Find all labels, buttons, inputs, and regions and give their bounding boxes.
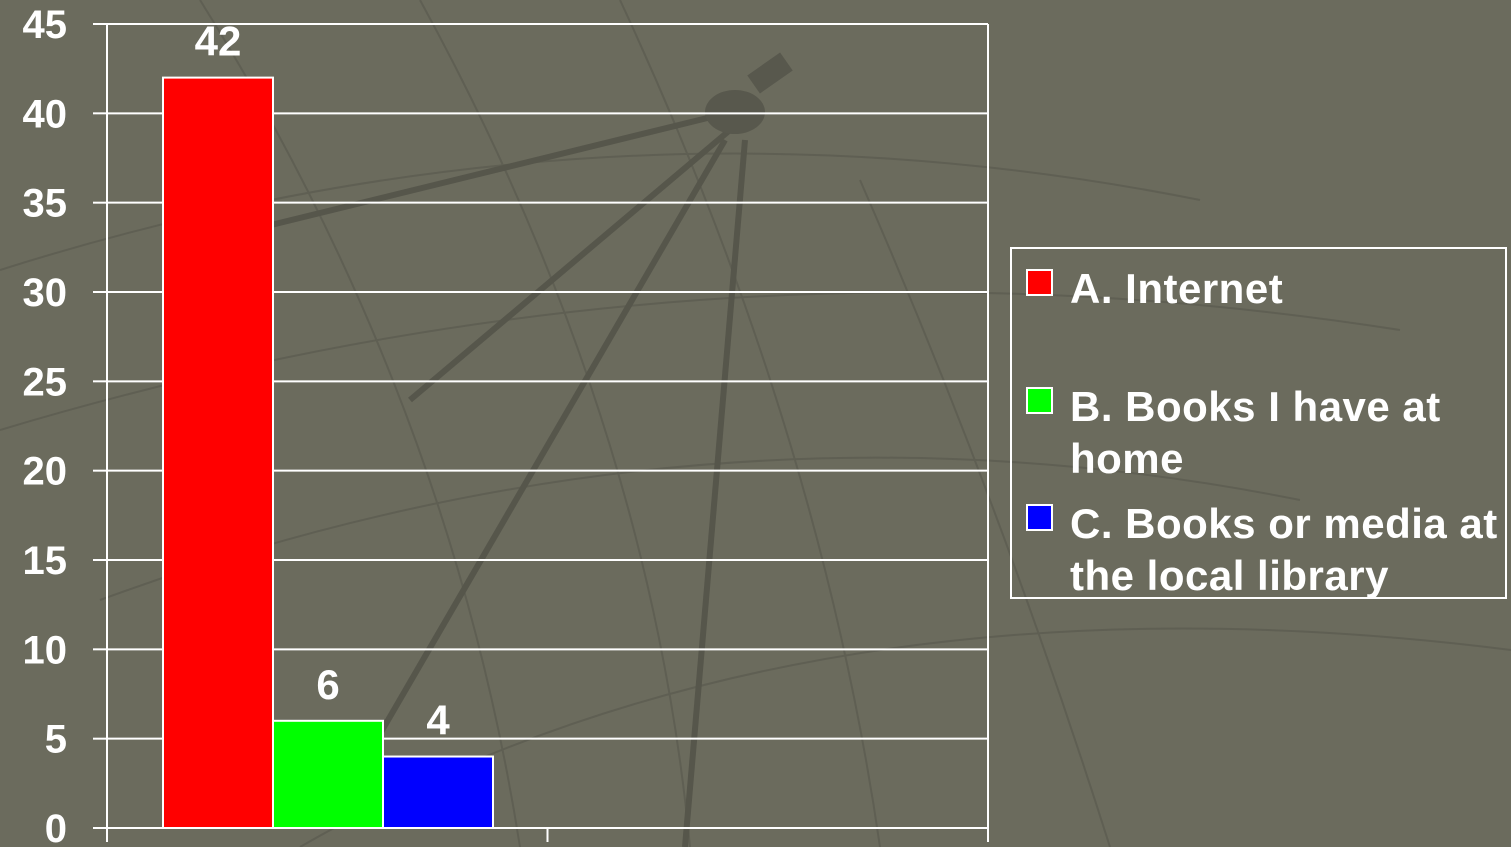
- y-tick-label: 5: [45, 718, 67, 762]
- legend-swatch-internet: [1026, 269, 1053, 296]
- legend-item-books-home: B. Books I have at home: [1026, 381, 1510, 485]
- legend-swatch-books-home: [1026, 387, 1053, 414]
- legend-swatch-library: [1026, 504, 1053, 531]
- legend-label-library: C. Books or media at the local library: [1070, 500, 1498, 599]
- y-tick-label: 25: [23, 360, 68, 404]
- bars: [162, 76, 494, 830]
- data-label: 42: [195, 18, 242, 65]
- data-label: 4: [426, 697, 450, 744]
- data-label: 6: [316, 661, 339, 708]
- y-tick-label: 30: [23, 271, 68, 315]
- axes: [106, 24, 989, 842]
- y-tick-label: 40: [23, 92, 68, 136]
- y-axis-ticks: 0 5 10 15 20 25 30 35 40 45: [23, 3, 107, 847]
- bar-internet: [162, 76, 274, 830]
- bar-books-home: [272, 719, 384, 829]
- y-tick-label: 0: [45, 807, 67, 847]
- legend-label-internet: A. Internet: [1070, 265, 1284, 312]
- legend-item-library: C. Books or media at the local library: [1026, 498, 1510, 602]
- legend-label-books-home: B. Books I have at home: [1070, 383, 1441, 482]
- y-tick-label: 45: [23, 3, 68, 47]
- data-labels: 42 6 4: [195, 18, 451, 744]
- y-tick-label: 35: [23, 182, 68, 226]
- legend-item-internet: A. Internet: [1026, 263, 1510, 315]
- y-tick-label: 10: [23, 628, 68, 672]
- legend: A. Internet B. Books I have at home C. B…: [1010, 247, 1507, 599]
- y-tick-label: 20: [23, 450, 68, 494]
- y-tick-label: 15: [23, 539, 68, 583]
- bar-library: [382, 755, 494, 829]
